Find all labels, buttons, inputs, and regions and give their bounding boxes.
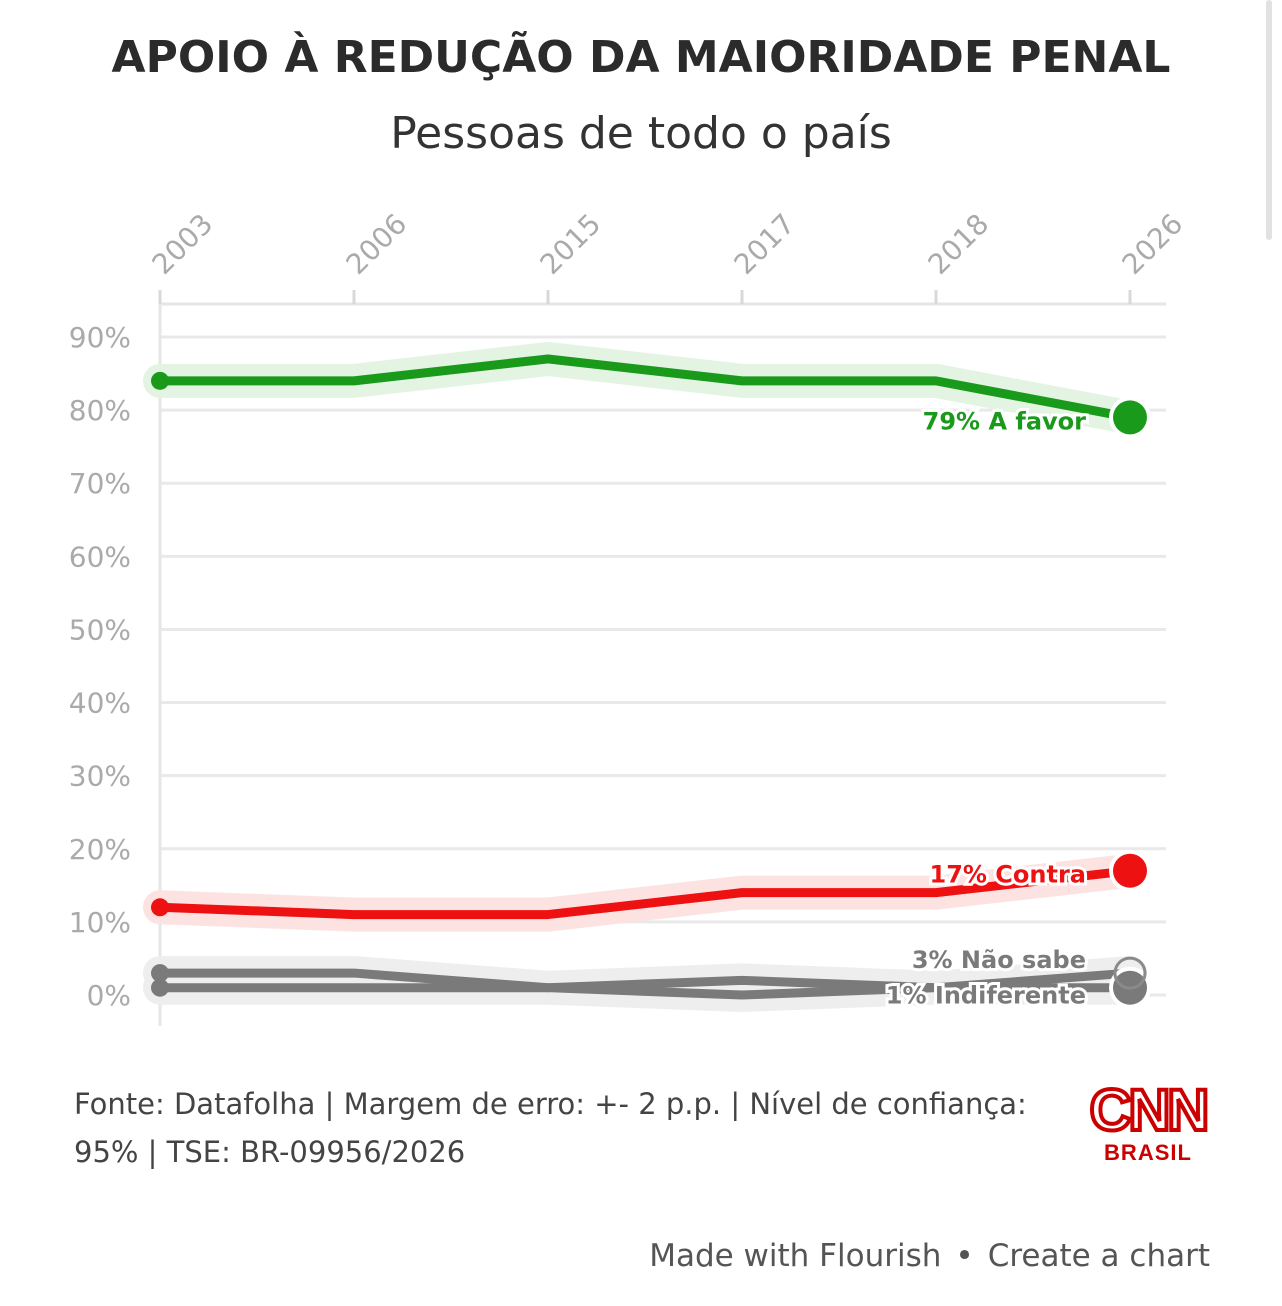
create-chart-link[interactable]: Create a chart (987, 1238, 1210, 1274)
x-axis: 2003 2006 2015 2017 2018 2026 (146, 207, 1190, 304)
scrollbar[interactable] (1266, 0, 1272, 240)
series-end-point[interactable] (1113, 400, 1147, 435)
y-tick-label: 80% (69, 394, 131, 427)
made-with-flourish-link[interactable]: Made with Flourish (649, 1238, 942, 1274)
y-tick-label: 0% (87, 979, 131, 1012)
logo-wordmark: CNN (1088, 1078, 1212, 1144)
series-start-point (151, 371, 169, 390)
series-lines (143, 341, 1147, 1012)
x-tick-label: 2018 (922, 207, 996, 281)
x-tick-label: 2017 (728, 207, 802, 281)
chart-subtitle: Pessoas de todo o país (390, 108, 892, 159)
series-end-label: 79% A favor (923, 407, 1087, 435)
gridlines (158, 290, 1166, 1026)
series-end-label: 17% Contra (930, 861, 1087, 889)
series-line (155, 354, 1135, 422)
series-start-point (151, 964, 169, 983)
y-axis: 0% 10% 20% 30% 40% 50% 60% 70% 80% 90% (69, 321, 131, 1012)
series-line (155, 866, 1135, 920)
y-tick-label: 10% (69, 906, 131, 939)
series-end-point[interactable] (1113, 956, 1147, 990)
line-chart: 0%10%20%30%40%50%60%70%80%90% 2003 2006 20… (69, 207, 1190, 1026)
series-line (155, 968, 1135, 993)
series-start-point (151, 898, 169, 917)
series-end-label: 1% Indiferente (886, 982, 1086, 1010)
footer-separator: • (955, 1238, 974, 1274)
y-tick-label: 30% (69, 760, 131, 793)
y-tick-label: 90% (69, 321, 131, 354)
series-end-point[interactable] (1113, 853, 1147, 888)
y-tick-label: 20% (69, 833, 131, 866)
x-tick-label: 2026 (1116, 207, 1190, 281)
cnn-brasil-logo: CNN BRASIL (1086, 1078, 1212, 1170)
series-labels: 1% Indiferente 3% Não sabe 17% Contra 79% A… (883, 396, 1151, 1013)
y-tick-label: 40% (69, 687, 131, 720)
x-tick-label: 2015 (534, 207, 608, 281)
source-note: Fonte: Datafolha | Margem de erro: +- 2 … (74, 1087, 1027, 1169)
series-end-label: 3% Não sabe (912, 946, 1086, 974)
y-tick-label: 70% (69, 467, 131, 500)
x-tick-label: 2003 (146, 207, 220, 281)
chart-title: APOIO À REDUÇÃO DA MAIORIDADE PENAL (111, 32, 1171, 83)
y-tick-label: 50% (69, 613, 131, 646)
y-tick-label: 60% (69, 540, 131, 573)
flourish-footer: Made with Flourish • Create a chart (649, 1238, 1210, 1274)
logo-subtitle: BRASIL (1104, 1140, 1192, 1165)
x-tick-label: 2006 (340, 207, 414, 281)
series-start-point (151, 978, 169, 997)
